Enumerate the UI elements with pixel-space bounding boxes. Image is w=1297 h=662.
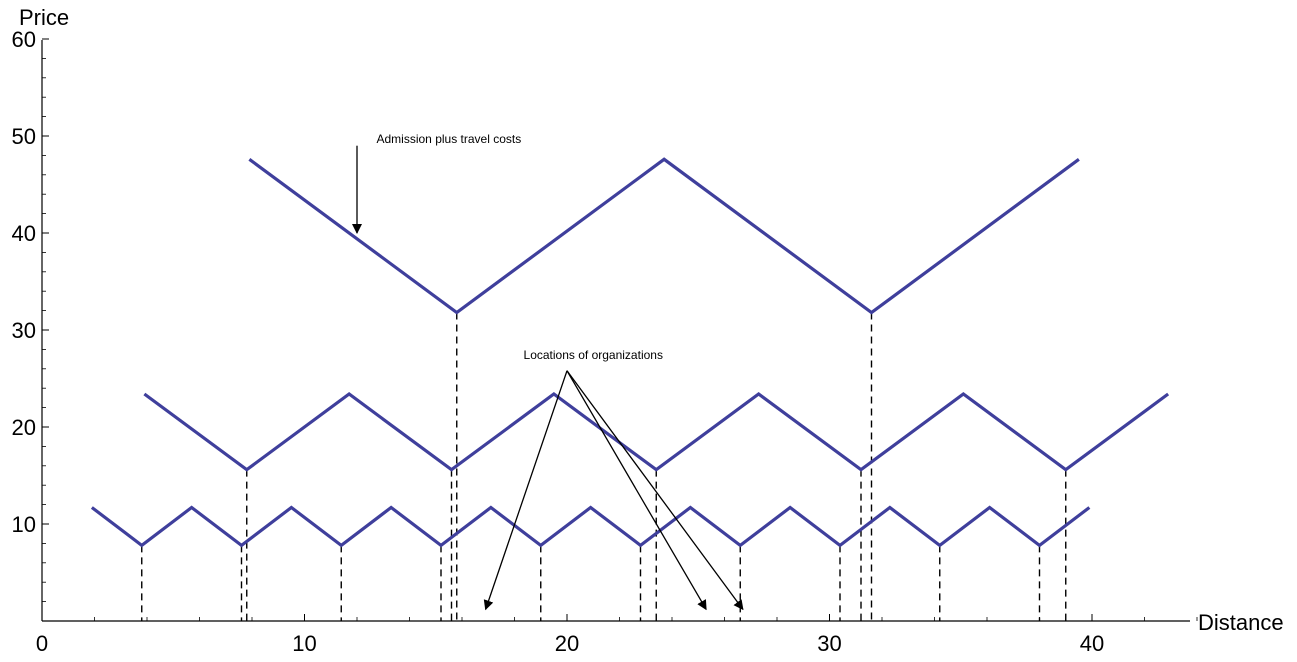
x-tick-label: 30 bbox=[817, 631, 841, 656]
annotation-arrow bbox=[566, 370, 707, 611]
series-line-1 bbox=[248, 157, 1080, 315]
y-tick-label: 60 bbox=[12, 27, 36, 52]
y-tick-label: 20 bbox=[12, 415, 36, 440]
x-axis-title: Distance bbox=[1198, 610, 1284, 635]
series-line-3 bbox=[90, 505, 1091, 548]
annotation-arrow bbox=[483, 370, 568, 611]
x-tick-label: 10 bbox=[292, 631, 316, 656]
x-tick-label: 20 bbox=[555, 631, 579, 656]
y-tick-label: 50 bbox=[12, 124, 36, 149]
y-tick-label: 10 bbox=[12, 512, 36, 537]
series-line-2 bbox=[143, 392, 1170, 472]
x-tick-label: 0 bbox=[36, 631, 48, 656]
x-tick-label: 40 bbox=[1080, 631, 1104, 656]
y-tick-label: 40 bbox=[12, 221, 36, 246]
annotation-label-2: Locations of organizations bbox=[524, 348, 663, 362]
y-tick-label: 30 bbox=[12, 318, 36, 343]
annotation-arrow bbox=[566, 370, 744, 611]
y-axis-title: Price bbox=[19, 5, 69, 30]
annotation-label-1: Admission plus travel costs bbox=[377, 132, 522, 146]
